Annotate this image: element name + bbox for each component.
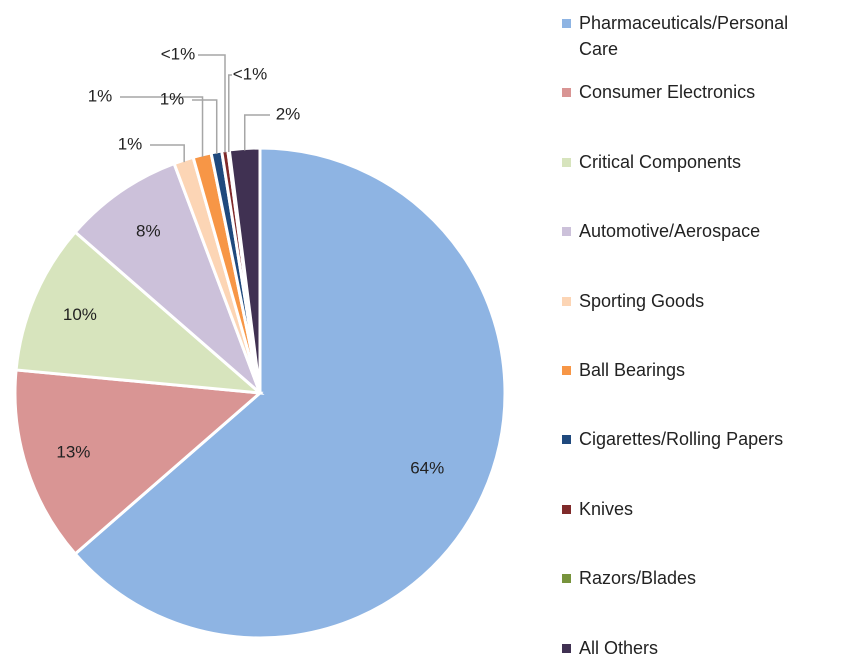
legend-label: Razors/Blades [579, 568, 697, 589]
data-label: 64% [410, 459, 444, 478]
legend-item: Razors/Blades [556, 565, 836, 591]
pie-slice [14, 230, 265, 395]
legend-item: All Others [556, 635, 836, 661]
legend-item: Ball Bearings [556, 357, 836, 383]
pie-slice [73, 161, 262, 395]
legend-label: Automotive/Aerospace [579, 221, 761, 242]
legend-label: Ball Bearings [579, 360, 686, 380]
legend-label: Cigarettes/Rolling Papers [579, 429, 784, 450]
legend-item: Knives [556, 496, 836, 522]
legend-label: Pharmaceuticals/Personal Care [579, 13, 789, 59]
legend-swatch [562, 88, 571, 98]
legend-swatch [562, 296, 571, 306]
data-label: 10% [63, 305, 97, 324]
pie-slice [73, 146, 507, 640]
leader-line [150, 144, 185, 163]
legend-swatch [562, 157, 571, 167]
legend-label: All Others [579, 637, 659, 658]
legend-item: Consumer Electronics [556, 79, 836, 105]
legend-item: Cigarettes/Rolling Papers [556, 426, 836, 452]
legend-swatch [562, 227, 571, 237]
pie-slice [13, 368, 264, 556]
leader-line [120, 96, 204, 157]
data-label: <1% [233, 64, 268, 83]
legend-item: Critical Components [556, 149, 836, 175]
legend-label: Consumer Electronics [579, 82, 756, 103]
legend-label: Critical Components [579, 151, 742, 172]
pie-area: 64% 13% 10% 8% 1% 1% 1% <1% <1% 2% [13, 44, 507, 640]
legend-swatch [562, 574, 571, 584]
legend-swatch [562, 504, 571, 514]
legend-swatch [562, 435, 571, 445]
data-label: 1% [88, 86, 113, 105]
legend-swatch [562, 19, 571, 28]
leader-line [243, 114, 270, 151]
data-label: 13% [56, 442, 90, 461]
data-label: 2% [276, 104, 301, 123]
leader-line [198, 54, 226, 153]
leader-line [192, 99, 218, 154]
legend-swatch [562, 366, 571, 375]
legend-swatch [562, 643, 571, 653]
data-label: 8% [136, 221, 161, 240]
data-label: 1% [118, 134, 143, 153]
legend-label: Knives [579, 498, 634, 519]
data-label: <1% [161, 44, 196, 63]
leader-line [228, 74, 232, 153]
data-label: 1% [160, 89, 185, 108]
legend-item: Pharmaceuticals/Personal Care [556, 10, 836, 62]
legend-label: Sporting Goods [579, 290, 705, 311]
legend-item: Sporting Goods [556, 288, 836, 314]
legend-item: Automotive/Aerospace [556, 218, 836, 244]
